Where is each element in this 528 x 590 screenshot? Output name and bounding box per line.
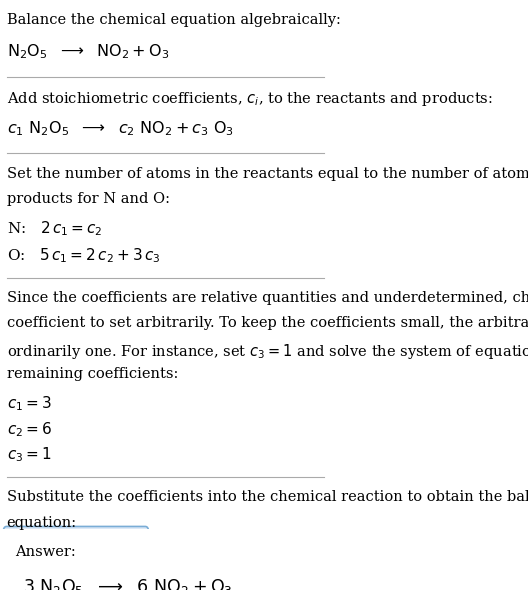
- Text: Answer:: Answer:: [15, 545, 76, 559]
- Text: Set the number of atoms in the reactants equal to the number of atoms in the: Set the number of atoms in the reactants…: [7, 166, 528, 181]
- Text: Substitute the coefficients into the chemical reaction to obtain the balanced: Substitute the coefficients into the che…: [7, 490, 528, 504]
- Text: O:   $5\,c_1 = 2\,c_2 + 3\,c_3$: O: $5\,c_1 = 2\,c_2 + 3\,c_3$: [7, 246, 161, 265]
- Text: Since the coefficients are relative quantities and underdetermined, choose a: Since the coefficients are relative quan…: [7, 291, 528, 305]
- Text: Add stoichiometric coefficients, $c_i$, to the reactants and products:: Add stoichiometric coefficients, $c_i$, …: [7, 90, 493, 108]
- Text: $3\ \mathrm{N_2O_5}$  $\longrightarrow$  $6\ \mathrm{NO_2} + \mathrm{O_3}$: $3\ \mathrm{N_2O_5}$ $\longrightarrow$ $…: [23, 577, 233, 590]
- Text: $c_3 = 1$: $c_3 = 1$: [7, 445, 51, 464]
- Text: remaining coefficients:: remaining coefficients:: [7, 367, 178, 381]
- Text: N:   $2\,c_1 = c_2$: N: $2\,c_1 = c_2$: [7, 219, 102, 238]
- FancyBboxPatch shape: [3, 526, 148, 590]
- Text: coefficient to set arbitrarily. To keep the coefficients small, the arbitrary va: coefficient to set arbitrarily. To keep …: [7, 316, 528, 330]
- Text: $c_1 = 3$: $c_1 = 3$: [7, 395, 51, 414]
- Text: $c_2 = 6$: $c_2 = 6$: [7, 420, 52, 439]
- Text: $c_1\ \mathrm{N_2O_5}$  $\longrightarrow$  $c_2\ \mathrm{NO_2} + c_3\ \mathrm{O_: $c_1\ \mathrm{N_2O_5}$ $\longrightarrow$…: [7, 119, 234, 137]
- Text: equation:: equation:: [7, 516, 77, 530]
- Text: $\mathrm{N_2O_5}$  $\longrightarrow$  $\mathrm{NO_2 + O_3}$: $\mathrm{N_2O_5}$ $\longrightarrow$ $\ma…: [7, 42, 169, 61]
- Text: ordinarily one. For instance, set $c_3 = 1$ and solve the system of equations fo: ordinarily one. For instance, set $c_3 =…: [7, 342, 528, 361]
- Text: Balance the chemical equation algebraically:: Balance the chemical equation algebraica…: [7, 13, 341, 27]
- Text: products for N and O:: products for N and O:: [7, 192, 169, 206]
